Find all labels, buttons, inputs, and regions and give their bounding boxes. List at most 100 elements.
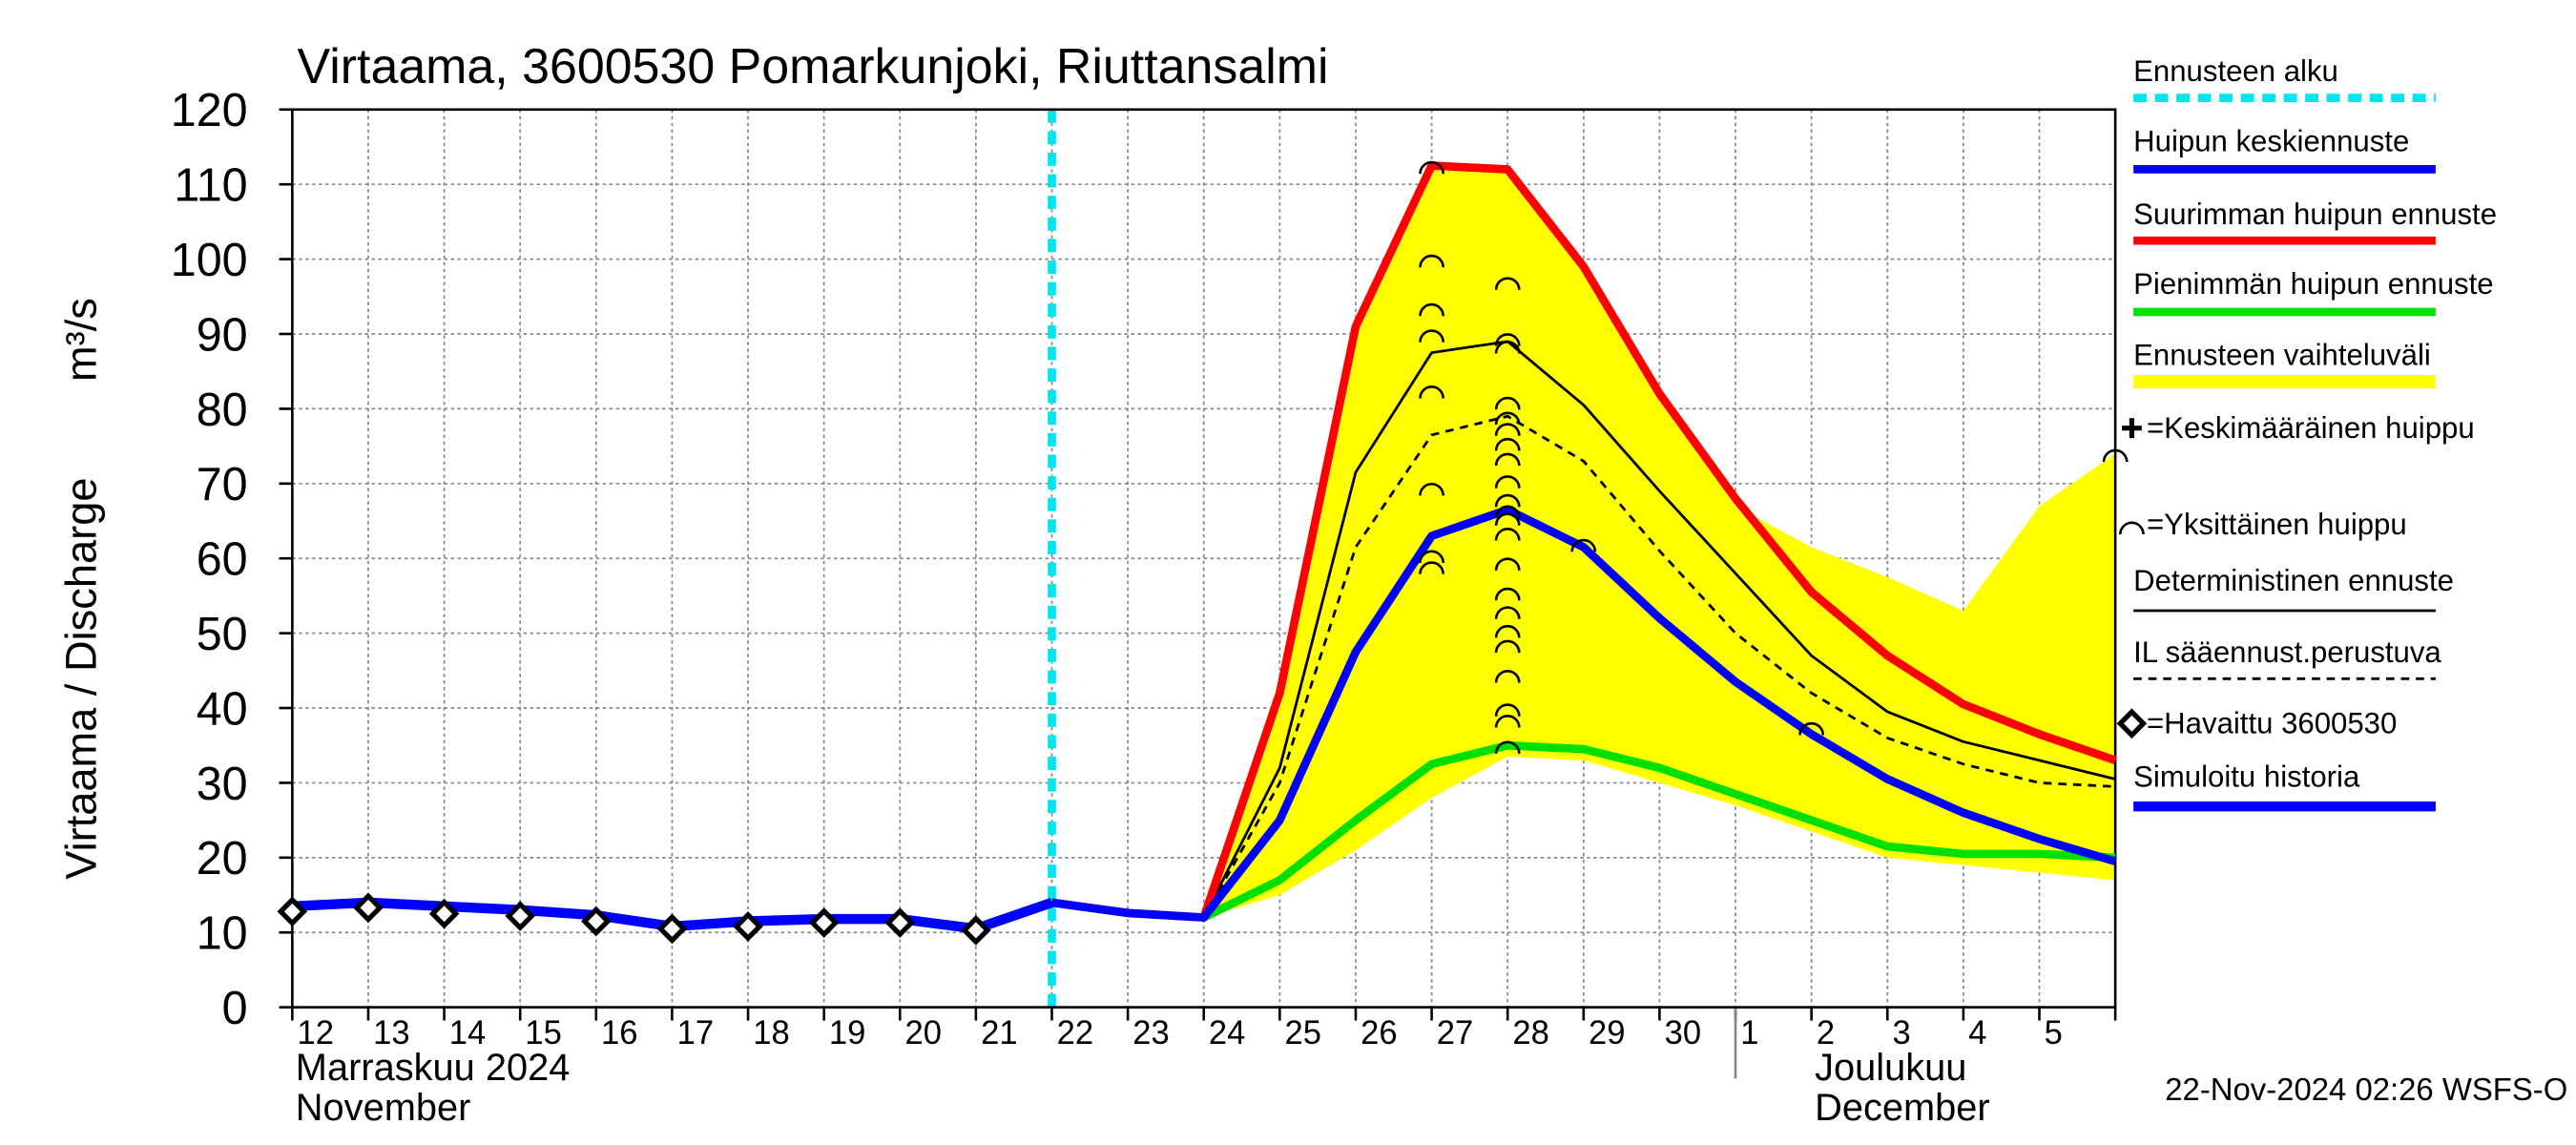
x-tick-label: 16 (601, 1015, 638, 1051)
legend-label: =Yksittäinen huippu (2147, 508, 2407, 541)
x-tick-label: 22 (1057, 1015, 1094, 1051)
observed-point (656, 913, 688, 945)
x-tick-label: 25 (1285, 1015, 1322, 1051)
legend-symbol (2119, 521, 2145, 535)
x-tick-label: 29 (1589, 1015, 1626, 1051)
legend-label: Ennusteen alku (2133, 54, 2338, 88)
single-peak (1419, 329, 1444, 343)
single-peak (1494, 740, 1521, 755)
y-tick-label: 0 (222, 983, 248, 1034)
x-tick-label: 24 (1209, 1015, 1246, 1051)
observed-point (277, 896, 308, 927)
chart-title: Virtaama, 3600530 Pomarkunjoki, Riuttans… (298, 39, 1329, 94)
y-tick-label: 120 (171, 85, 248, 136)
month-label: Joulukuu (1815, 1047, 1966, 1089)
x-tick-label: 15 (525, 1015, 562, 1051)
observed-point (581, 906, 612, 937)
observed-point (428, 898, 460, 929)
x-tick-label: 2 (1817, 1015, 1835, 1051)
x-tick-label: 1 (1740, 1015, 1758, 1051)
y-tick-label: 60 (197, 534, 248, 586)
single-peak (1419, 254, 1444, 268)
single-peak (1798, 721, 1825, 736)
single-peak (1494, 340, 1521, 354)
single-peak (1494, 624, 1521, 638)
legend-label: Ennusteen vaihteluväli (2133, 339, 2431, 372)
y-tick-label: 70 (197, 459, 248, 510)
legend-label: Huipun keskiennuste (2133, 124, 2409, 157)
single-peak (1494, 606, 1521, 619)
legend-label: =Havaittu 3600530 (2147, 707, 2397, 740)
x-tick-label: 18 (753, 1015, 790, 1051)
single-peak (1494, 493, 1521, 508)
y-tick-label: 90 (197, 309, 248, 361)
single-peak (1494, 333, 1521, 346)
y-tick-label: 100 (171, 235, 248, 286)
observed-point (808, 907, 840, 938)
month-label: Marraskuu 2024 (296, 1047, 571, 1089)
legend-swatch (2133, 375, 2436, 388)
x-tick-label: 21 (981, 1015, 1018, 1051)
single-peak (1494, 587, 1521, 601)
x-tick-label: 14 (449, 1015, 487, 1051)
y-tick-label: 20 (197, 833, 248, 885)
single-peak (1494, 396, 1521, 410)
single-peak (1419, 302, 1444, 317)
y-tick-label: 40 (197, 683, 248, 735)
x-tick-label: 20 (904, 1015, 942, 1051)
x-tick-label: 23 (1132, 1015, 1170, 1051)
x-tick-label: 30 (1665, 1015, 1702, 1051)
legend-label: Simuloitu historia (2133, 760, 2360, 793)
single-peak (1494, 703, 1521, 717)
single-peak (1494, 639, 1521, 654)
single-peak (1494, 669, 1521, 683)
single-peak (1494, 512, 1521, 526)
series-line (1202, 340, 2116, 919)
observed-point (353, 892, 384, 924)
single-peak (1494, 423, 1521, 436)
single-peak (2102, 448, 2129, 463)
single-peak (1419, 550, 1444, 564)
y-tick-label: 110 (174, 159, 247, 211)
single-peak (1494, 452, 1521, 467)
legend-label: Deterministinen ennuste (2133, 564, 2454, 597)
x-tick-label: 17 (677, 1015, 715, 1051)
single-peak (1494, 437, 1521, 451)
x-tick-label: 19 (829, 1015, 866, 1051)
footer: 22-Nov-2024 02:26 WSFS-O (2165, 1072, 2567, 1107)
single-peak (1419, 482, 1444, 496)
single-peak (1494, 277, 1521, 290)
single-peak (1494, 557, 1521, 571)
x-tick-label: 12 (298, 1015, 335, 1051)
observed-point (961, 915, 991, 946)
y-axis-label: Virtaama / Discharge (56, 477, 105, 879)
legend-symbol (2122, 418, 2142, 439)
x-tick-label: 26 (1361, 1015, 1398, 1051)
x-tick-label: 3 (1892, 1015, 1910, 1051)
y-tick-label: 50 (197, 609, 248, 660)
series-line (1050, 505, 2117, 922)
x-tick-label: 28 (1512, 1015, 1549, 1051)
y-tick-label: 30 (197, 759, 248, 810)
y-axis-unit: m³/s (56, 298, 105, 382)
legend-label: Suurimman huipun ennuste (2133, 198, 2497, 231)
single-peak (1494, 528, 1521, 541)
legend-symbol (2116, 708, 2148, 739)
plot-frame (291, 108, 2117, 1009)
single-peak (1494, 411, 1521, 426)
single-peak (1494, 715, 1521, 728)
y-tick-label: 80 (197, 385, 248, 436)
single-peak (1419, 160, 1444, 175)
series-line (1201, 740, 2116, 922)
legend-label: IL sääennust.perustuva (2133, 635, 2441, 669)
month-label: December (1815, 1087, 1990, 1129)
y-tick-label: 10 (197, 908, 248, 960)
single-peak (1419, 385, 1444, 399)
single-peak (1494, 505, 1521, 519)
observed-point (505, 901, 535, 931)
legend-label: Pienimmän huipun ennuste (2133, 267, 2493, 301)
observed-point (733, 911, 763, 942)
